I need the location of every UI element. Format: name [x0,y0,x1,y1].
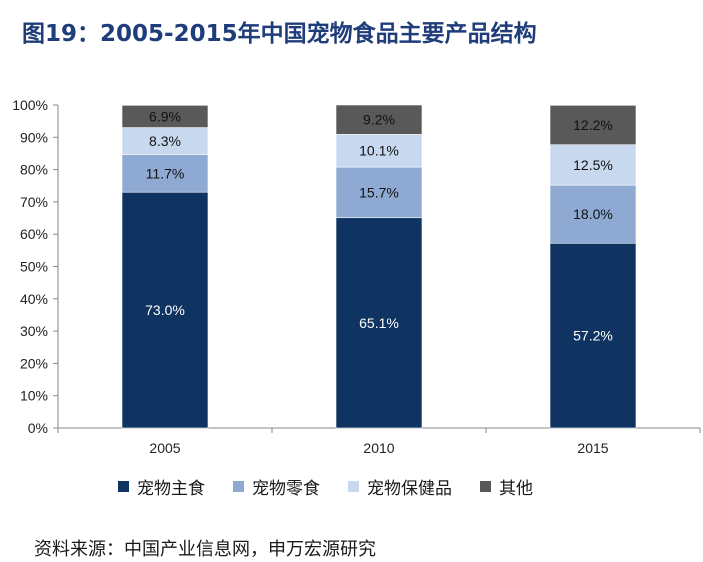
data-label: 15.7% [359,184,399,200]
bar-segment [121,127,209,155]
y-tick-label: 50% [20,259,48,275]
data-label: 9.2% [363,112,395,128]
data-label: 12.5% [573,157,613,173]
legend-swatch [118,481,129,492]
chart-title: 图19：2005-2015年中国宠物食品主要产品结构 [22,21,537,47]
y-tick-label: 80% [20,162,48,178]
y-tick-label: 100% [12,97,48,113]
legend-item: 宠物保健品 [348,474,452,499]
legend-swatch [233,481,244,492]
y-tick-label: 70% [20,194,48,210]
y-tick-label: 0% [28,420,48,436]
legend-item: 其他 [480,474,533,499]
data-label: 10.1% [359,143,399,159]
legend-label: 宠物主食 [137,479,205,499]
bar-segment [335,104,423,135]
legend-label: 宠物零食 [252,479,320,499]
legend-swatch [480,481,491,492]
y-tick-label: 90% [20,129,48,145]
y-tick-label: 20% [20,355,48,371]
legend-item: 宠物主食 [118,474,205,499]
data-label: 6.9% [149,108,181,124]
legend-item: 宠物零食 [233,474,320,499]
bar-segment [549,105,637,146]
y-tick-label: 30% [20,323,48,339]
legend-label: 宠物保健品 [367,479,452,499]
bar-segment [335,217,423,429]
data-label: 65.1% [359,315,399,331]
bar-segment [121,154,209,193]
bar-segment [121,105,209,128]
data-label: 12.2% [573,117,613,133]
source-note: 资料来源：中国产业信息网，申万宏源研究 [34,539,376,560]
data-label: 8.3% [149,133,181,149]
chart-legend: 宠物主食 宠物零食 宠物保健品 其他 [118,474,533,499]
legend-label: 其他 [499,479,533,499]
bar-segment [335,134,423,168]
data-label: 73.0% [145,302,185,318]
data-label: 57.2% [573,328,613,344]
x-tick-label: 2015 [577,440,608,456]
bar-segment [549,184,637,244]
y-tick-label: 60% [20,226,48,242]
chart-bars: 73.0% 11.7% 8.3% 6.9% 65.1% 15.7% 10.1% 9.2% 57.… [121,104,637,429]
stacked-bar-chart: 0% 10% 20% 30% 40% 50% 60% 70% 80% 90% 100% 2005 201… [12,97,701,456]
bar-segment [121,191,209,429]
bar-segment [335,166,423,219]
legend-swatch [348,481,359,492]
y-tick-label: 40% [20,291,48,307]
x-tick-label: 2010 [363,440,394,456]
bar-segment [549,144,637,186]
bar-segment [549,242,637,429]
x-tick-label: 2005 [149,440,180,456]
data-label: 11.7% [146,165,185,181]
data-label: 18.0% [573,206,613,222]
y-tick-label: 10% [20,388,48,404]
